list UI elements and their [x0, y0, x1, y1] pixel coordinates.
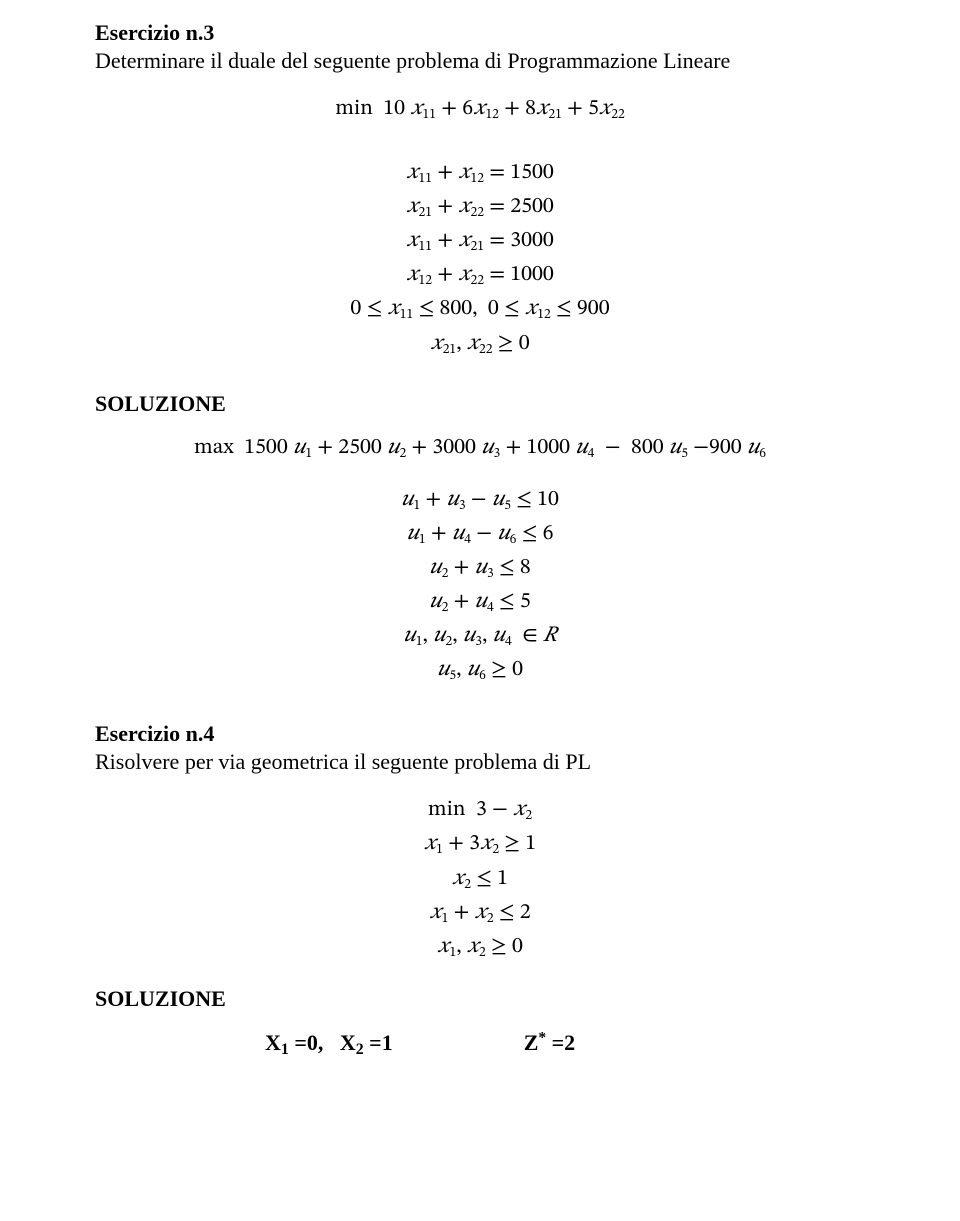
ex3-primal-c2: 𝑥21 + 𝑥22 = 2500 [95, 190, 865, 224]
ex3-primal-c5: 0 ≤ 𝑥11 ≤ 800, 0 ≤ 𝑥12 ≤ 900 [95, 292, 865, 326]
ex3-dual-c3: 𝑢2 + 𝑢3 ≤ 8 [95, 551, 865, 585]
ex3-dual-c2: 𝑢1 + 𝑢4 − 𝑢6 ≤ 6 [95, 517, 865, 551]
ex4-c3: 𝑥1 + 𝑥2 ≤ 2 [95, 896, 865, 930]
ex3-primal-c3: 𝑥11 + 𝑥21 = 3000 [95, 224, 865, 258]
ex3-primal-constraints: 𝑥11 + 𝑥12 = 1500 𝑥21 + 𝑥22 = 2500 𝑥11 + … [95, 156, 865, 361]
ex3-primal-c4: 𝑥12 + 𝑥22 = 1000 [95, 258, 865, 292]
ex3-dual-c6: 𝑢5, 𝑢6 ≥ 0 [95, 653, 865, 687]
ex4-heading: Esercizio n.4 [95, 721, 865, 747]
ex3-heading: Esercizio n.3 [95, 20, 865, 46]
ex3-dual-c5: 𝑢1, 𝑢2, 𝑢3, 𝑢4 ∈ 𝑅 [95, 619, 865, 653]
ex4-result: X1 =0, X2 =1 Z* =2 [95, 1030, 865, 1060]
ex3-dual-c1: 𝑢1 + 𝑢3 − 𝑢5 ≤ 10 [95, 483, 865, 517]
ex3-primal-c6: 𝑥21, 𝑥22 ≥ 0 [95, 327, 865, 361]
ex4-solution-label: SOLUZIONE [95, 986, 865, 1012]
ex3-solution-label: SOLUZIONE [95, 391, 865, 417]
ex3-text: Determinare il duale del seguente proble… [95, 48, 865, 74]
ex4-obj: min 3 − 𝑥2 [95, 793, 865, 827]
ex3-dual-objective: max 1500 𝑢1 + 2500 𝑢2 + 3000 𝑢3 + 1000 𝑢… [95, 431, 865, 465]
ex3-primal-objective: min 10 𝑥11 + 6𝑥12 + 8𝑥21 + 5𝑥22 [95, 92, 865, 126]
ex3-dual-constraints: 𝑢1 + 𝑢3 − 𝑢5 ≤ 10 𝑢1 + 𝑢4 − 𝑢6 ≤ 6 𝑢2 + … [95, 483, 865, 688]
ex4-c2: 𝑥2 ≤ 1 [95, 862, 865, 896]
ex4-c4: 𝑥1, 𝑥2 ≥ 0 [95, 930, 865, 964]
ex4-text: Risolvere per via geometrica il seguente… [95, 749, 865, 775]
ex4-problem: min 3 − 𝑥2 𝑥1 + 3𝑥2 ≥ 1 𝑥2 ≤ 1 𝑥1 + 𝑥2 ≤… [95, 793, 865, 963]
ex3-dual-c4: 𝑢2 + 𝑢4 ≤ 5 [95, 585, 865, 619]
ex4-c1: 𝑥1 + 3𝑥2 ≥ 1 [95, 827, 865, 861]
ex3-primal-c1: 𝑥11 + 𝑥12 = 1500 [95, 156, 865, 190]
